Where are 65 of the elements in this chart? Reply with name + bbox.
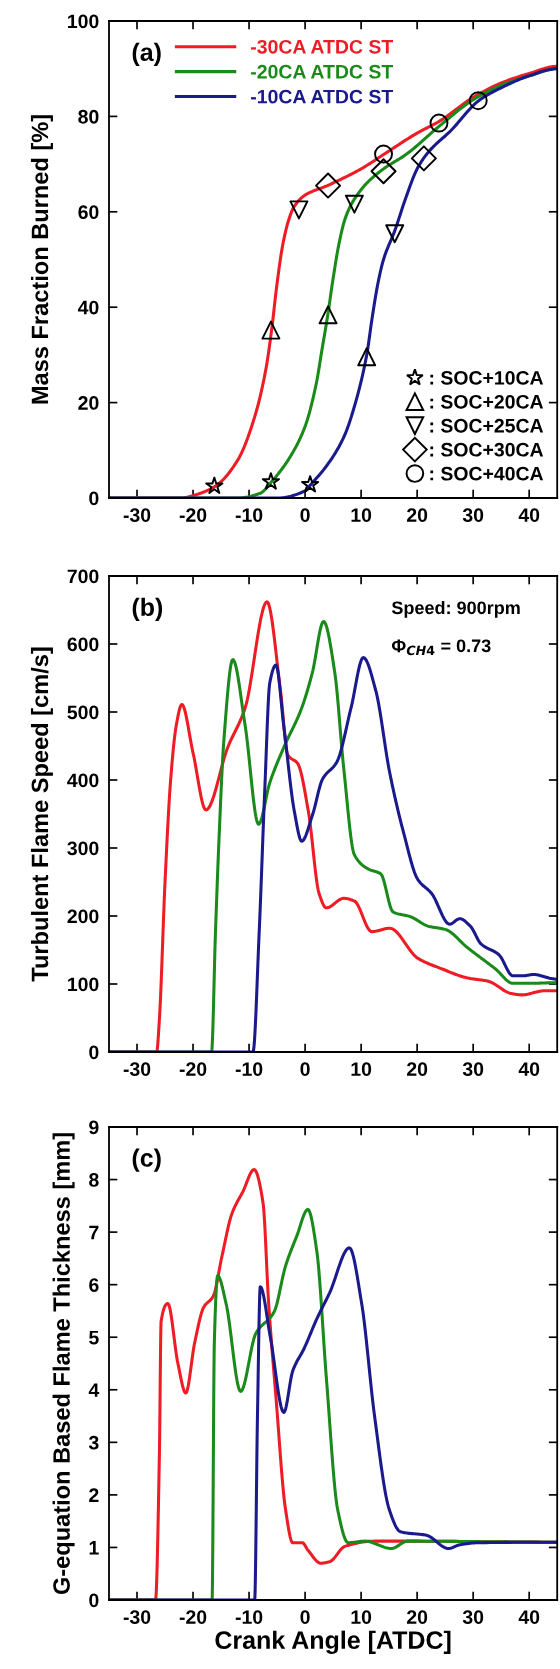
annotation: Φ$_{CH4}$ = 0.73 bbox=[391, 639, 491, 656]
x-tick-label: 30 bbox=[462, 508, 484, 523]
y-tick-label: 600 bbox=[67, 637, 99, 652]
x-axis-title: Crank Angle [ATDC] bbox=[215, 1630, 451, 1655]
x-tick-label: -10 bbox=[235, 508, 263, 522]
annotation: Speed: 900rpm bbox=[391, 600, 520, 618]
x-tick-label: 20 bbox=[407, 1610, 428, 1624]
legend-label: -20CA ATDC ST bbox=[251, 64, 394, 79]
legend-label: -10CA ATDC ST bbox=[251, 89, 394, 104]
legend-label: : SOC+20CA bbox=[430, 394, 544, 409]
x-tick-label: 0 bbox=[300, 508, 310, 522]
x-tick-label: 40 bbox=[518, 508, 540, 522]
y-tick-label: 20 bbox=[78, 396, 99, 410]
x-tick-label: 0 bbox=[300, 1062, 310, 1076]
x-tick-label: 40 bbox=[518, 1610, 540, 1624]
y-tick-label: 300 bbox=[67, 841, 99, 856]
y-tick-label: 9 bbox=[89, 1120, 99, 1135]
y-tick-label: 700 bbox=[67, 569, 99, 584]
annotation: (c) bbox=[132, 1148, 161, 1172]
y-tick-label: 8 bbox=[89, 1173, 99, 1187]
y-axis-title: G-equation Based Flame Thickness [mm] bbox=[52, 1133, 75, 1595]
y-tick-label: 4 bbox=[88, 1383, 100, 1397]
y-tick-label: 400 bbox=[67, 773, 99, 788]
x-tick-label: -20 bbox=[179, 1062, 207, 1076]
y-tick-label: 0 bbox=[89, 1045, 99, 1060]
x-tick-label: -20 bbox=[179, 508, 207, 522]
legend-label: : SOC+30CA bbox=[430, 442, 544, 457]
y-tick-label: 60 bbox=[78, 205, 99, 220]
y-tick-label: 7 bbox=[89, 1225, 99, 1240]
x-tick-label: -30 bbox=[123, 1062, 151, 1077]
x-tick-label: 30 bbox=[462, 1610, 484, 1625]
y-tick-label: 2 bbox=[89, 1488, 99, 1502]
x-tick-label: 10 bbox=[351, 508, 372, 522]
legend-label: : SOC+40CA bbox=[430, 466, 544, 481]
y-tick-label: 200 bbox=[67, 909, 99, 924]
legend-label: -30CA ATDC ST bbox=[251, 39, 394, 54]
y-tick-label: 1 bbox=[89, 1541, 99, 1555]
y-tick-label: 100 bbox=[68, 14, 99, 29]
y-axis-title: Mass Fraction Burned [%] bbox=[30, 115, 53, 404]
y-tick-label: 0 bbox=[89, 491, 99, 506]
x-tick-label: -20 bbox=[179, 1610, 207, 1624]
x-tick-label: -10 bbox=[235, 1062, 263, 1076]
x-tick-label: -30 bbox=[123, 1610, 151, 1625]
y-tick-label: 80 bbox=[78, 109, 99, 124]
x-tick-label: 0 bbox=[300, 1610, 310, 1624]
x-tick-label: 20 bbox=[407, 1062, 428, 1076]
x-tick-label: 10 bbox=[351, 1610, 372, 1624]
x-tick-label: 30 bbox=[462, 1062, 484, 1077]
legend-label: : SOC+25CA bbox=[430, 418, 544, 433]
y-tick-label: 0 bbox=[89, 1593, 99, 1608]
y-tick-label: 6 bbox=[89, 1278, 99, 1292]
y-tick-label: 5 bbox=[89, 1330, 99, 1345]
y-axis-title: Turbulent Flame Speed [cm/s] bbox=[30, 647, 53, 982]
annotation: (b) bbox=[132, 597, 163, 621]
x-tick-label: 20 bbox=[407, 508, 428, 522]
y-tick-label: 3 bbox=[88, 1435, 99, 1450]
x-tick-label: -30 bbox=[123, 508, 151, 523]
x-tick-label: 10 bbox=[351, 1062, 372, 1076]
y-tick-label: 500 bbox=[67, 705, 99, 720]
y-tick-label: 100 bbox=[68, 977, 99, 992]
x-tick-label: -10 bbox=[235, 1610, 263, 1624]
annotation: (a) bbox=[132, 42, 161, 67]
x-tick-label: 40 bbox=[518, 1062, 540, 1076]
y-tick-label: 40 bbox=[77, 300, 99, 315]
legend-label: : SOC+10CA bbox=[430, 370, 544, 385]
